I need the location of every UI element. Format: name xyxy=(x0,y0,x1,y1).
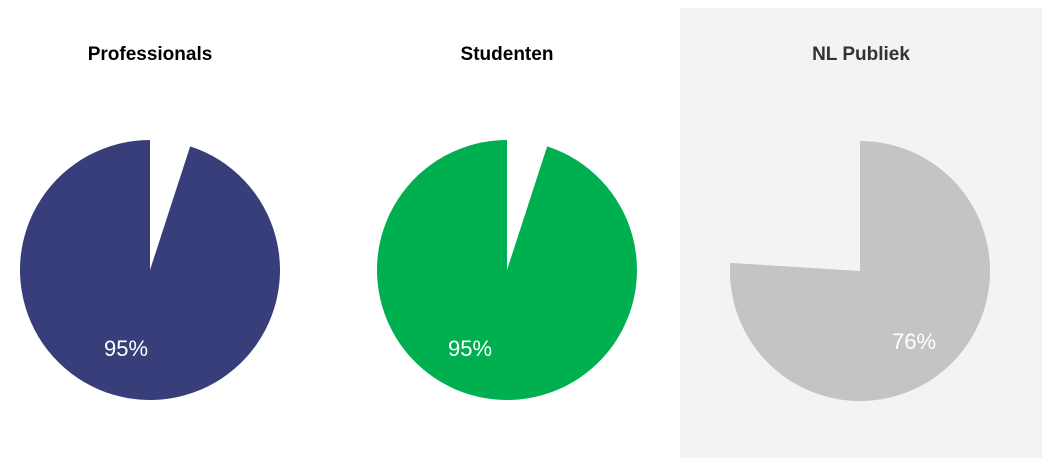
pie-slice-main xyxy=(377,140,637,401)
chart-title: Studenten xyxy=(460,44,554,65)
pie-chart-professionals: 95% xyxy=(20,140,281,401)
pie-chart-studenten: 95% xyxy=(377,140,637,401)
pie-data-label: 95% xyxy=(448,336,492,361)
pie-slice-main xyxy=(20,140,281,401)
chart-title: Professionals xyxy=(87,44,213,65)
pie-data-label: 95% xyxy=(104,336,148,361)
pie-data-label: 76% xyxy=(892,329,936,354)
pie-slice-main xyxy=(730,141,990,401)
pie-panel-nl-publiek: NL Publiek 76% xyxy=(680,8,1042,458)
pie-panel-studenten: Studenten 95% xyxy=(357,0,657,458)
pie-panel-professionals: Professionals 95% xyxy=(0,0,300,458)
chart-title: NL Publiek xyxy=(812,44,910,65)
pie-chart-nl-publiek: 76% xyxy=(730,141,990,401)
